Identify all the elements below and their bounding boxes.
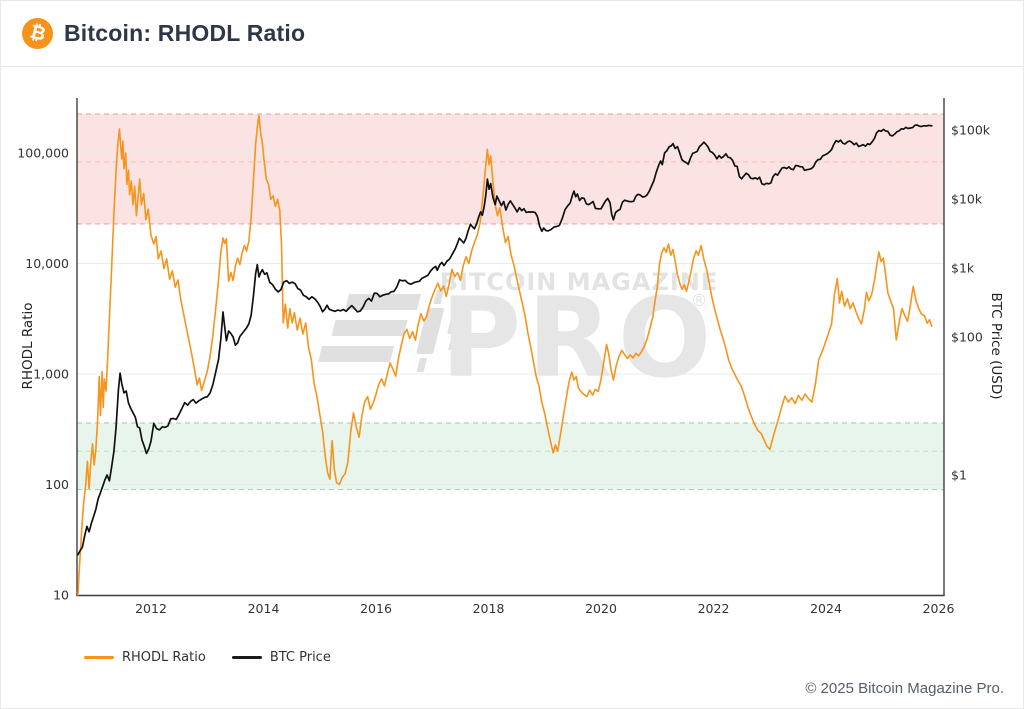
series-layer [77, 114, 933, 596]
tick-label: 100,000 [17, 145, 69, 160]
bitcoin-magazine-pro-logo-icon [318, 290, 474, 372]
tick-label: 2026 [923, 601, 955, 616]
bitcoin-logo-icon: ₿ [22, 18, 53, 49]
legend: RHODL Ratio BTC Price [84, 650, 357, 665]
copyright-text: © 2025 Bitcoin Magazine Pro. [805, 680, 1004, 697]
tick-label: 2016 [360, 601, 392, 616]
tick-label: 10 [53, 587, 69, 602]
watermark-registered-mark: ® [691, 291, 708, 311]
tick-label: 2022 [698, 601, 730, 616]
tick-label: $1k [951, 260, 975, 275]
gridlines-layer [77, 152, 944, 485]
tick-label: $100k [951, 122, 991, 137]
header: ₿ Bitcoin: RHODL Ratio [1, 1, 1023, 67]
watermark: BITCOIN MAGAZINE PRO ® [318, 268, 719, 402]
tick-label: 2020 [585, 601, 617, 616]
legend-line-rhodl-ratio [84, 656, 114, 659]
page-title: Bitcoin: RHODL Ratio [64, 20, 306, 46]
series-rhodl-ratio [77, 114, 933, 596]
series-btc-price [77, 124, 933, 556]
tick-label: 10,000 [25, 256, 69, 271]
tick-label: $100 [951, 329, 983, 344]
bands-layer [77, 113, 944, 491]
tick-label: 2018 [473, 601, 505, 616]
watermark-text-line1: BITCOIN MAGAZINE [440, 268, 719, 296]
left-axis-title: RHODL Ratio [20, 302, 36, 389]
tick-label: 100 [45, 477, 69, 492]
tick-label: 1,000 [33, 366, 69, 381]
right-axis-title: BTC Price (USD) [988, 292, 1004, 399]
tick-label: $1 [951, 467, 967, 482]
axes-layer [76, 98, 945, 597]
watermark-text-pro: PRO [441, 274, 718, 402]
legend-label-rhodl-ratio: RHODL Ratio [122, 650, 206, 665]
legend-line-btc-price [231, 656, 262, 659]
bitcoin-b-glyph: ₿ [27, 20, 48, 46]
tick-label: 2014 [248, 601, 280, 616]
legend-label-btc-price: BTC Price [269, 650, 331, 665]
tick-labels-layer: 100,000 10,000 1,000 100 10 $100k $10k $1k $100 $… [17, 122, 991, 616]
tick-label: 2024 [810, 601, 842, 616]
tick-label: $10k [951, 191, 983, 206]
tick-label: 2012 [135, 601, 167, 616]
